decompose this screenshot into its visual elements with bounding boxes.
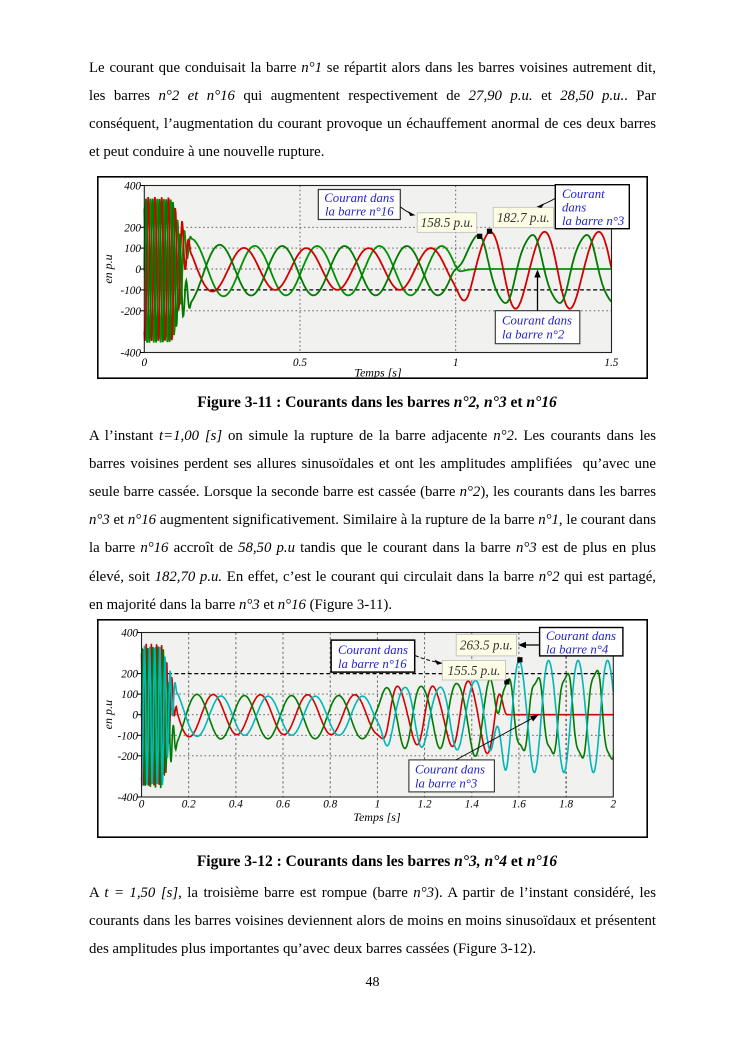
svg-text:en p.u: en p.u	[101, 254, 115, 283]
svg-text:Courant dans: Courant dans	[502, 313, 572, 327]
svg-text:1.4: 1.4	[465, 799, 479, 811]
svg-text:la barre n°16: la barre n°16	[325, 204, 394, 218]
svg-text:0: 0	[142, 357, 148, 369]
svg-text:Courant dans: Courant dans	[415, 763, 485, 777]
svg-text:100: 100	[121, 689, 138, 701]
svg-text:1: 1	[375, 799, 381, 811]
svg-text:-400: -400	[120, 347, 141, 359]
svg-text:0.2: 0.2	[182, 799, 196, 811]
svg-text:200: 200	[121, 669, 138, 681]
svg-text:en p.u: en p.u	[101, 700, 115, 729]
svg-text:1.8: 1.8	[559, 799, 573, 811]
svg-text:la barre n°3: la barre n°3	[562, 214, 624, 228]
svg-text:la barre n°2: la barre n°2	[502, 327, 565, 341]
svg-text:Courant: Courant	[562, 187, 605, 201]
svg-text:0.6: 0.6	[276, 799, 290, 811]
svg-text:158.5 p.u.: 158.5 p.u.	[421, 215, 474, 230]
svg-text:-100: -100	[120, 284, 141, 296]
svg-text:dans: dans	[562, 200, 586, 214]
svg-text:Temps [s]: Temps [s]	[354, 365, 402, 379]
svg-text:1.6: 1.6	[512, 799, 526, 811]
svg-text:la barre n°4: la barre n°4	[546, 643, 609, 657]
svg-text:la barre n°16: la barre n°16	[338, 657, 407, 671]
svg-text:-200: -200	[120, 305, 141, 317]
svg-text:100: 100	[124, 243, 141, 255]
svg-text:Temps [s]: Temps [s]	[353, 810, 401, 824]
svg-text:263.5 p.u.: 263.5 p.u.	[460, 638, 513, 653]
svg-text:-100: -100	[117, 730, 138, 742]
svg-text:155.5 p.u.: 155.5 p.u.	[448, 663, 501, 678]
svg-text:Courant dans: Courant dans	[546, 629, 616, 643]
svg-text:Courant dans: Courant dans	[338, 643, 408, 657]
svg-text:2: 2	[611, 799, 617, 811]
svg-text:400: 400	[121, 628, 138, 640]
svg-text:200: 200	[124, 222, 141, 234]
svg-text:la barre n°3: la barre n°3	[415, 777, 477, 791]
svg-text:0.5: 0.5	[293, 357, 307, 369]
svg-text:-200: -200	[117, 751, 138, 763]
svg-text:-400: -400	[117, 792, 138, 804]
svg-text:0: 0	[132, 710, 138, 722]
svg-text:Courant dans: Courant dans	[324, 191, 394, 205]
svg-text:0.8: 0.8	[323, 799, 337, 811]
svg-text:0: 0	[135, 264, 141, 276]
svg-text:400: 400	[124, 180, 141, 192]
svg-text:1.5: 1.5	[604, 357, 618, 369]
svg-text:1.2: 1.2	[418, 799, 432, 811]
svg-text:182.7 p.u.: 182.7 p.u.	[497, 210, 550, 225]
svg-text:0.4: 0.4	[229, 799, 243, 811]
svg-text:0: 0	[139, 799, 145, 811]
svg-text:1: 1	[453, 357, 459, 369]
